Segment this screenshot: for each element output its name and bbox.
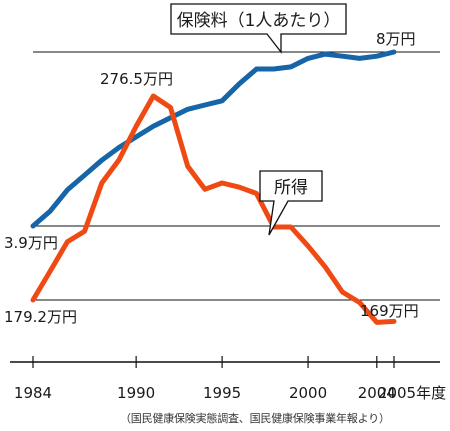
data-label: 8万円 xyxy=(376,30,416,48)
data-label: 3.9万円 xyxy=(4,234,58,252)
x-tick-label: 1984 xyxy=(14,384,52,402)
x-tick-label: 2000 xyxy=(289,384,327,402)
series-lines xyxy=(30,49,397,325)
callout-box xyxy=(259,170,323,236)
data-label: 179.2万円 xyxy=(4,308,77,326)
series-line-1 xyxy=(30,93,397,325)
callout-label: 所得 xyxy=(274,178,308,198)
data-label: 276.5万円 xyxy=(100,70,173,88)
reference-lines xyxy=(33,51,440,301)
x-tick-label: 1990 xyxy=(117,384,155,402)
callout-label: 保険料（1人あたり） xyxy=(177,11,341,31)
callouts: 保険料（1人あたり） 所得 xyxy=(170,3,347,236)
data-label: 169万円 xyxy=(360,302,419,320)
series-line-0 xyxy=(30,49,397,229)
x-tick-label: 1995 xyxy=(203,384,241,402)
source-note: （国民健康保険実態調査、国民健康保険事業年報より） xyxy=(120,412,390,425)
callout-box xyxy=(170,3,347,54)
point-labels: 3.9万円 179.2万円 276.5万円 8万円 169万円 xyxy=(4,30,419,326)
x-tick-label: 2005年度 xyxy=(378,384,446,402)
x-tick-label: 2004 xyxy=(358,384,396,402)
